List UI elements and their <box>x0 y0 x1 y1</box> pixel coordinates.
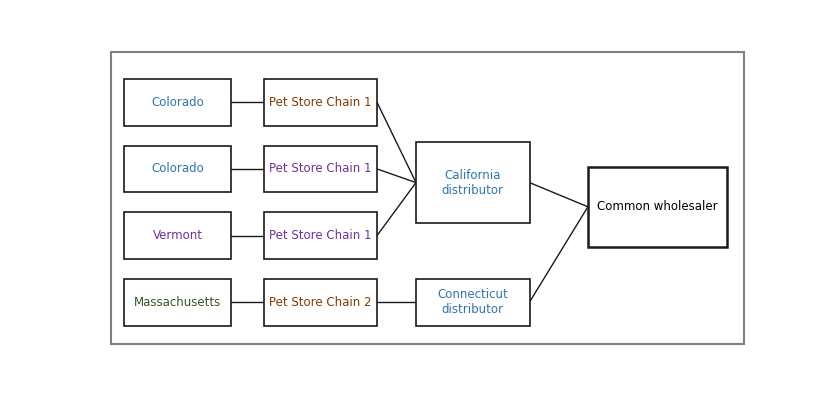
Text: Pet Store Chain 2: Pet Store Chain 2 <box>268 296 371 309</box>
Text: Pet Store Chain 1: Pet Store Chain 1 <box>268 229 371 242</box>
FancyBboxPatch shape <box>124 145 231 193</box>
Text: California
distributor: California distributor <box>441 169 503 196</box>
FancyBboxPatch shape <box>415 279 529 325</box>
FancyBboxPatch shape <box>124 212 231 259</box>
Text: Colorado: Colorado <box>151 162 204 175</box>
FancyBboxPatch shape <box>263 212 376 259</box>
Text: Common wholesaler: Common wholesaler <box>597 200 717 213</box>
Text: Colorado: Colorado <box>151 96 204 109</box>
Text: Pet Store Chain 1: Pet Store Chain 1 <box>268 96 371 109</box>
FancyBboxPatch shape <box>111 52 742 344</box>
FancyBboxPatch shape <box>124 279 231 325</box>
Text: Massachusetts: Massachusetts <box>134 296 221 309</box>
Text: Vermont: Vermont <box>152 229 202 242</box>
Text: Pet Store Chain 1: Pet Store Chain 1 <box>268 162 371 175</box>
Text: Connecticut
distributor: Connecticut distributor <box>437 288 507 316</box>
FancyBboxPatch shape <box>263 279 376 325</box>
FancyBboxPatch shape <box>587 167 726 247</box>
FancyBboxPatch shape <box>124 79 231 126</box>
FancyBboxPatch shape <box>415 143 529 223</box>
FancyBboxPatch shape <box>263 145 376 193</box>
FancyBboxPatch shape <box>263 79 376 126</box>
